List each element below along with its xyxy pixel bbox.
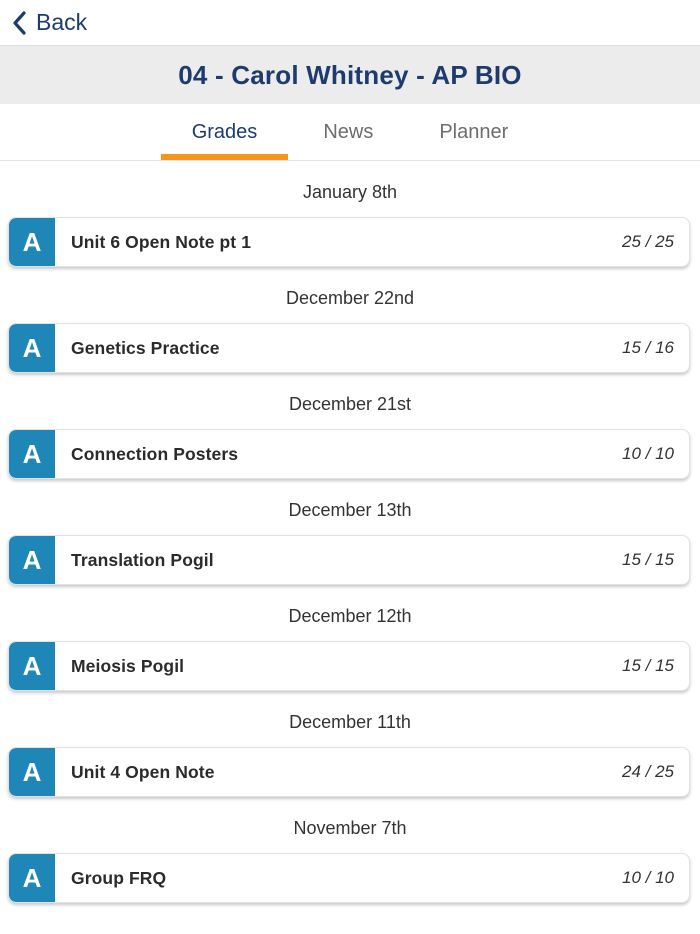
tab-label: Planner <box>439 120 509 143</box>
assignment-title: Unit 6 Open Note pt 1 <box>71 231 252 252</box>
assignment-score: 10 / 10 <box>622 444 674 463</box>
assignment-row[interactable]: A Translation Pogil 15 / 15 <box>8 535 690 585</box>
tab-grades[interactable]: Grades <box>160 104 289 160</box>
tab-news[interactable]: News <box>292 104 404 160</box>
grade-badge: A <box>9 430 57 478</box>
back-button-label: Back <box>36 9 88 35</box>
course-title: 04 - Carol Whitney - AP BIO <box>178 59 522 90</box>
date-header: December 12th <box>288 606 412 626</box>
tab-label: News <box>323 120 374 143</box>
assignment-title: Meiosis Pogil <box>71 655 185 676</box>
back-button[interactable]: Back <box>12 9 87 36</box>
date-section: December 11th A Unit 4 Open Note 24 / 25 <box>0 691 700 797</box>
date-section: December 22nd A Genetics Practice 15 / 1… <box>0 267 700 373</box>
assignment-title: Group FRQ <box>71 867 167 888</box>
assignment-row[interactable]: A Meiosis Pogil 15 / 15 <box>8 641 690 691</box>
top-nav-bar: Back <box>0 0 700 46</box>
tab-planner[interactable]: Planner <box>408 104 539 160</box>
grade-badge: A <box>9 324 57 372</box>
grade-badge: A <box>9 748 57 796</box>
tab-bar: Grades News Planner <box>0 104 700 161</box>
date-header: December 22nd <box>285 288 415 308</box>
date-header: November 7th <box>293 818 407 838</box>
tab-label: Grades <box>191 120 258 143</box>
assignment-score: 15 / 15 <box>622 550 674 569</box>
assignment-row[interactable]: A Unit 6 Open Note pt 1 25 / 25 <box>8 217 690 267</box>
date-section: December 21st A Connection Posters 10 / … <box>0 373 700 479</box>
grade-badge: A <box>9 642 57 690</box>
assignment-row[interactable]: A Unit 4 Open Note 24 / 25 <box>8 747 690 797</box>
assignment-score: 24 / 25 <box>622 762 674 781</box>
grade-badge: A <box>9 854 57 902</box>
assignment-title: Connection Posters <box>71 443 239 464</box>
assignment-score: 15 / 15 <box>622 656 674 675</box>
date-header: December 21st <box>288 394 412 414</box>
course-header-bar: 04 - Carol Whitney - AP BIO <box>0 46 700 104</box>
date-header: December 13th <box>288 500 412 520</box>
chevron-left-icon <box>12 10 27 35</box>
date-section: January 8th A Unit 6 Open Note pt 1 25 /… <box>0 161 700 267</box>
grades-list: January 8th A Unit 6 Open Note pt 1 25 /… <box>0 161 700 907</box>
grade-badge: A <box>9 218 57 266</box>
date-header: January 8th <box>302 182 398 202</box>
date-section: December 13th A Translation Pogil 15 / 1… <box>0 479 700 585</box>
assignment-row[interactable]: A Connection Posters 10 / 10 <box>8 429 690 479</box>
date-header: December 11th <box>289 712 411 732</box>
date-section: December 12th A Meiosis Pogil 15 / 15 <box>0 585 700 691</box>
assignment-score: 10 / 10 <box>622 868 674 887</box>
date-section: November 7th A Group FRQ 10 / 10 <box>0 797 700 903</box>
assignment-row[interactable]: A Group FRQ 10 / 10 <box>8 853 690 903</box>
assignment-score: 15 / 16 <box>622 338 674 357</box>
grade-badge: A <box>9 536 57 584</box>
assignment-title: Translation Pogil <box>71 549 214 570</box>
assignment-row[interactable]: A Genetics Practice 15 / 16 <box>8 323 690 373</box>
assignment-score: 25 / 25 <box>622 232 674 251</box>
assignment-title: Genetics Practice <box>71 337 220 358</box>
assignment-title: Unit 4 Open Note <box>71 761 215 782</box>
